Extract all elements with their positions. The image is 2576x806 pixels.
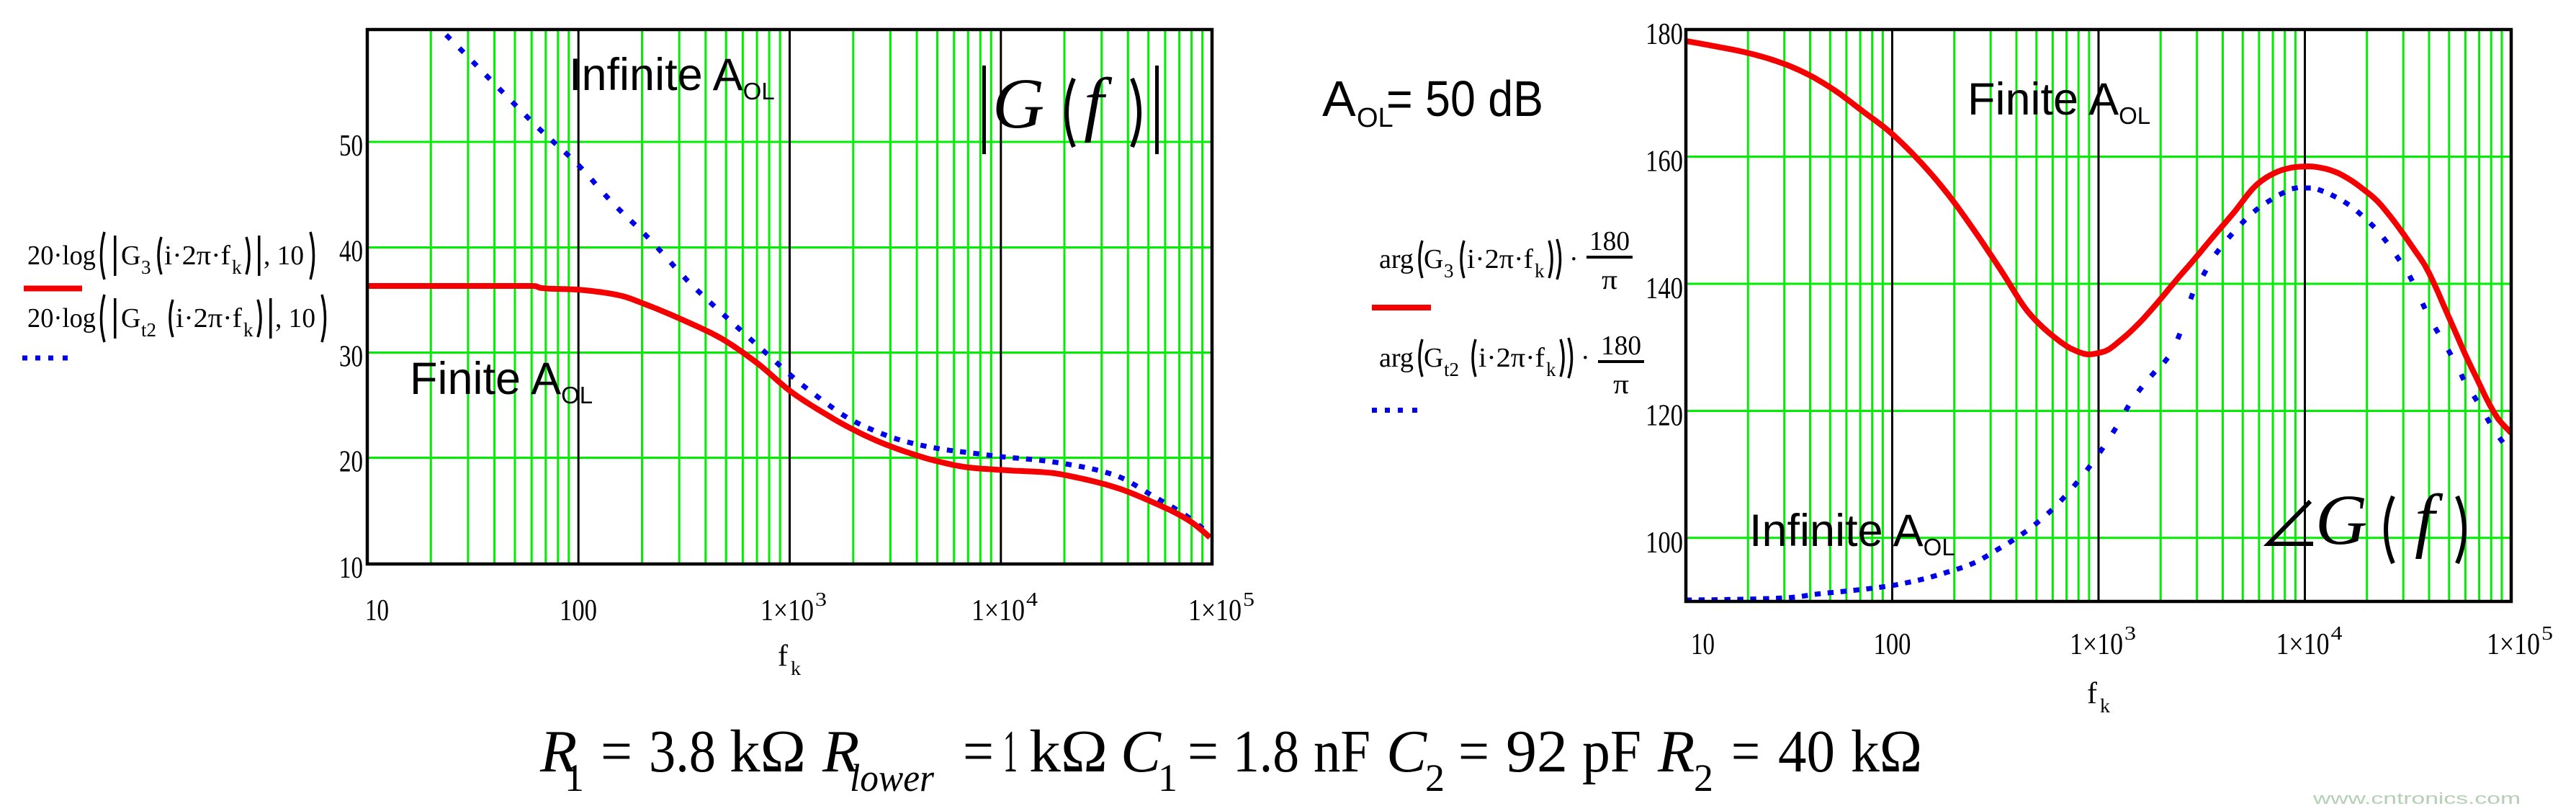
svg-text:3.8: 3.8 xyxy=(649,718,716,785)
svg-text:140: 140 xyxy=(1646,272,1683,305)
svg-text:100: 100 xyxy=(1646,527,1683,560)
svg-text:= 50 dB: = 50 dB xyxy=(1386,71,1543,127)
svg-text:www.cntronics.com: www.cntronics.com xyxy=(2312,789,2521,806)
svg-text:k: k xyxy=(243,319,253,341)
svg-text:30: 30 xyxy=(339,341,363,374)
svg-text:10: 10 xyxy=(365,594,389,627)
svg-text:pF: pF xyxy=(1582,718,1641,785)
svg-text:C: C xyxy=(1386,718,1427,785)
svg-text:G: G xyxy=(2315,480,2367,560)
svg-text:G: G xyxy=(992,63,1044,143)
svg-text:180: 180 xyxy=(1601,331,1641,361)
svg-text:f: f xyxy=(778,640,788,673)
svg-text:5: 5 xyxy=(2541,622,2553,644)
svg-text:R: R xyxy=(539,718,577,785)
svg-text:1×10: 1×10 xyxy=(971,594,1025,627)
svg-text:3: 3 xyxy=(815,588,827,610)
svg-text:lower: lower xyxy=(850,756,935,800)
svg-text:20·log: 20·log xyxy=(27,303,96,333)
svg-text:20: 20 xyxy=(339,446,363,479)
svg-text:G: G xyxy=(121,303,140,333)
svg-text:Infinite AOL: Infinite AOL xyxy=(569,50,775,104)
svg-text:3: 3 xyxy=(2124,622,2136,644)
svg-text:120: 120 xyxy=(1646,400,1683,433)
svg-text:=: = xyxy=(963,718,994,785)
svg-text:40: 40 xyxy=(339,236,363,269)
svg-text:180: 180 xyxy=(1646,18,1683,51)
svg-text:·: · xyxy=(1581,343,1590,373)
svg-text:k: k xyxy=(1535,260,1545,282)
svg-text:, 10: , 10 xyxy=(264,241,304,271)
svg-text:100: 100 xyxy=(1874,628,1911,661)
svg-text:C: C xyxy=(1121,718,1162,785)
svg-text:1×10: 1×10 xyxy=(760,594,814,627)
svg-text:=: = xyxy=(601,718,632,785)
svg-text:50: 50 xyxy=(339,130,363,163)
svg-text:100: 100 xyxy=(560,594,597,627)
svg-text:k: k xyxy=(232,256,242,278)
svg-text:10: 10 xyxy=(339,552,363,585)
svg-text:Infinite AOL: Infinite AOL xyxy=(1749,506,1955,560)
svg-text:G: G xyxy=(1424,343,1443,373)
svg-text:k: k xyxy=(1546,359,1556,380)
svg-text:R: R xyxy=(1657,718,1695,785)
svg-text:k: k xyxy=(791,658,802,679)
svg-text:40: 40 xyxy=(1778,718,1835,785)
svg-text:i·2π·f: i·2π·f xyxy=(1467,244,1533,274)
svg-text:1: 1 xyxy=(565,756,584,800)
svg-text:3: 3 xyxy=(141,256,151,278)
svg-text:kΩ: kΩ xyxy=(1851,718,1922,785)
svg-text:π: π xyxy=(1602,265,1617,295)
svg-text:=: = xyxy=(1188,718,1219,785)
svg-text:1: 1 xyxy=(1158,756,1177,800)
svg-text:4: 4 xyxy=(1026,588,1038,610)
svg-text:2: 2 xyxy=(1425,756,1445,800)
svg-text:A: A xyxy=(1322,71,1356,127)
svg-text:1: 1 xyxy=(1003,718,1018,785)
svg-text:5: 5 xyxy=(1243,588,1255,610)
svg-text:R: R xyxy=(822,718,859,785)
svg-text:π: π xyxy=(1613,370,1629,400)
svg-text:1×10: 1×10 xyxy=(1188,594,1242,627)
svg-text:OL: OL xyxy=(1357,103,1394,133)
svg-text:=: = xyxy=(1731,718,1760,785)
svg-text:10: 10 xyxy=(1691,628,1715,661)
svg-text:G: G xyxy=(1424,244,1443,274)
svg-text:t2: t2 xyxy=(141,319,156,341)
svg-text:4: 4 xyxy=(2331,622,2343,644)
svg-text:3: 3 xyxy=(1444,260,1454,282)
svg-text:1×10: 1×10 xyxy=(2070,628,2123,661)
svg-text:arg: arg xyxy=(1379,244,1414,274)
svg-text:92: 92 xyxy=(1506,718,1568,785)
svg-text:G: G xyxy=(121,241,140,271)
svg-text:1×10: 1×10 xyxy=(2487,628,2540,661)
svg-text:nF: nF xyxy=(1314,718,1370,785)
svg-text:i·2π·f: i·2π·f xyxy=(1478,343,1545,373)
svg-text:180: 180 xyxy=(1589,226,1630,256)
svg-text:1.8: 1.8 xyxy=(1233,718,1299,785)
svg-text:k: k xyxy=(2100,695,2111,717)
svg-text:·: · xyxy=(1569,244,1579,274)
svg-text:i·2π·f: i·2π·f xyxy=(164,241,230,271)
svg-text:t2: t2 xyxy=(1444,359,1459,380)
svg-text:2: 2 xyxy=(1694,756,1713,800)
svg-text:1×10: 1×10 xyxy=(2276,628,2330,661)
svg-text:kΩ: kΩ xyxy=(730,718,806,785)
svg-text:arg: arg xyxy=(1379,343,1414,373)
svg-text:kΩ: kΩ xyxy=(1029,718,1108,785)
svg-text:, 10: , 10 xyxy=(275,303,315,333)
svg-text:20·log: 20·log xyxy=(27,241,96,271)
svg-text:160: 160 xyxy=(1646,145,1683,179)
svg-text:f: f xyxy=(2087,677,2097,710)
svg-text:=: = xyxy=(1458,718,1489,785)
svg-text:i·2π·f: i·2π·f xyxy=(176,303,242,333)
